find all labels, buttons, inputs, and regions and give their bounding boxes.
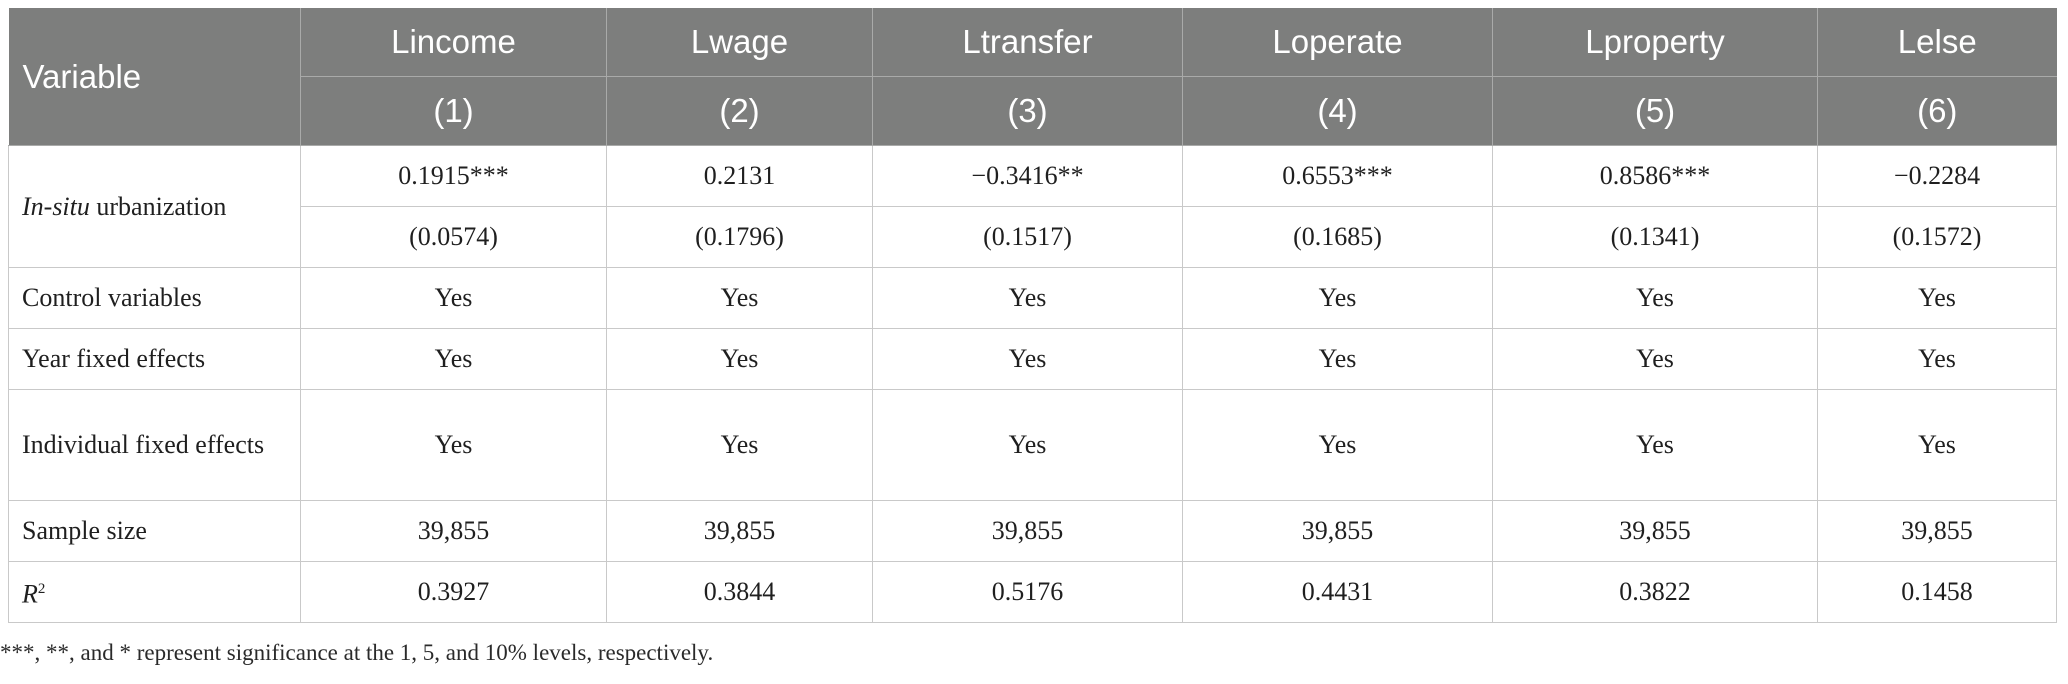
r2-base: R	[22, 579, 38, 609]
table-cell: Yes	[300, 267, 607, 329]
table-cell: 39,855	[1492, 500, 1818, 562]
table-cell: Yes	[872, 328, 1183, 390]
header-col-number: (3)	[872, 76, 1183, 146]
table-row-insitu-coef: In-situ urbanization 0.1915*** 0.2131 −0…	[8, 145, 2057, 268]
table-body: In-situ urbanization 0.1915*** 0.2131 −0…	[8, 145, 2057, 623]
label-italic-part: In-situ	[22, 191, 90, 221]
table-cell: (0.1685)	[1182, 206, 1493, 268]
table-cell: Yes	[606, 389, 873, 501]
table-cell: (0.0574)	[300, 206, 607, 268]
header-lproperty: Lproperty	[1492, 8, 1818, 77]
header-lelse: Lelse	[1817, 8, 2057, 77]
table-cell: Yes	[1492, 267, 1818, 329]
table-cell: Yes	[1182, 389, 1493, 501]
table-cell: 0.8586***	[1492, 145, 1818, 207]
table-row-sample: Sample size 39,855 39,855 39,855 39,855 …	[8, 500, 2057, 562]
header-variable: Variable	[8, 8, 301, 146]
table-cell: 39,855	[606, 500, 873, 562]
table-header: Variable Lincome Lwage Ltransfer Loperat…	[8, 8, 2057, 146]
table-cell: 0.3844	[606, 561, 873, 623]
row-label-r2: R2	[8, 561, 301, 623]
header-row-names: Variable Lincome Lwage Ltransfer Loperat…	[8, 8, 2057, 146]
table-row-r2: R2 0.3927 0.3844 0.5176 0.4431 0.3822 0.…	[8, 561, 2057, 623]
table-cell: 0.3927	[300, 561, 607, 623]
table-cell: −0.2284	[1817, 145, 2057, 207]
row-label-control: Control variables	[8, 267, 301, 329]
table-cell: 0.1915***	[300, 145, 607, 207]
table-cell: Yes	[1182, 267, 1493, 329]
table-cell: Yes	[606, 267, 873, 329]
header-ltransfer: Ltransfer	[872, 8, 1183, 77]
table-cell: −0.3416**	[872, 145, 1183, 207]
r2-superscript: 2	[37, 581, 46, 598]
header-lwage: Lwage	[606, 8, 873, 77]
table-cell: 39,855	[300, 500, 607, 562]
table-cell: 39,855	[872, 500, 1183, 562]
table-cell: 0.5176	[872, 561, 1183, 623]
header-col-number: (2)	[606, 76, 873, 146]
table-cell: Yes	[1817, 389, 2057, 501]
table-cell: Yes	[300, 389, 607, 501]
table-cell: 0.2131	[606, 145, 873, 207]
table-cell: 0.3822	[1492, 561, 1818, 623]
table-cell: (0.1517)	[872, 206, 1183, 268]
header-lincome: Lincome	[300, 8, 607, 77]
table-cell: 0.1458	[1817, 561, 2057, 623]
header-col-number: (1)	[300, 76, 607, 146]
table-cell: 0.4431	[1182, 561, 1493, 623]
row-label-insitu: In-situ urbanization	[8, 145, 301, 268]
table-cell: Yes	[606, 328, 873, 390]
label-rest-part: urbanization	[89, 191, 227, 221]
table-footnote: ***, **, and * represent significance at…	[0, 640, 714, 665]
table-cell: (0.1572)	[1817, 206, 2057, 268]
table-cell: Yes	[1492, 389, 1818, 501]
table-cell: Yes	[1182, 328, 1493, 390]
header-col-number: (5)	[1492, 76, 1818, 146]
table-cell: (0.1796)	[606, 206, 873, 268]
table-cell: (0.1341)	[1492, 206, 1818, 268]
table-row-indiv-fe: Individual fixed effects Yes Yes Yes Yes…	[8, 389, 2057, 501]
header-col-number: (4)	[1182, 76, 1493, 146]
header-col-number: (6)	[1817, 76, 2057, 146]
header-row-numbers: (1) (2) (3) (4) (5) (6)	[9, 76, 2057, 146]
table-row-year-fe: Year fixed effects Yes Yes Yes Yes Yes Y…	[8, 328, 2057, 390]
row-label-sample: Sample size	[8, 500, 301, 562]
row-label-year-fe: Year fixed effects	[8, 328, 301, 390]
header-loperate: Loperate	[1182, 8, 1493, 77]
table-cell: 39,855	[1182, 500, 1493, 562]
table-cell: 0.6553***	[1182, 145, 1493, 207]
regression-table: Variable Lincome Lwage Ltransfer Loperat…	[8, 8, 2057, 623]
regression-table-container: Variable Lincome Lwage Ltransfer Loperat…	[8, 8, 2057, 623]
table-cell: Yes	[300, 328, 607, 390]
table-cell: 39,855	[1817, 500, 2057, 562]
table-cell: Yes	[1817, 328, 2057, 390]
table-cell: Yes	[872, 267, 1183, 329]
table-cell: Yes	[1492, 328, 1818, 390]
table-cell: Yes	[872, 389, 1183, 501]
table-row-insitu-se: (0.0574) (0.1796) (0.1517) (0.1685) (0.1…	[9, 206, 2057, 268]
row-label-indiv-fe: Individual fixed effects	[8, 389, 301, 501]
table-cell: Yes	[1817, 267, 2057, 329]
table-row-control: Control variables Yes Yes Yes Yes Yes Ye…	[8, 267, 2057, 329]
